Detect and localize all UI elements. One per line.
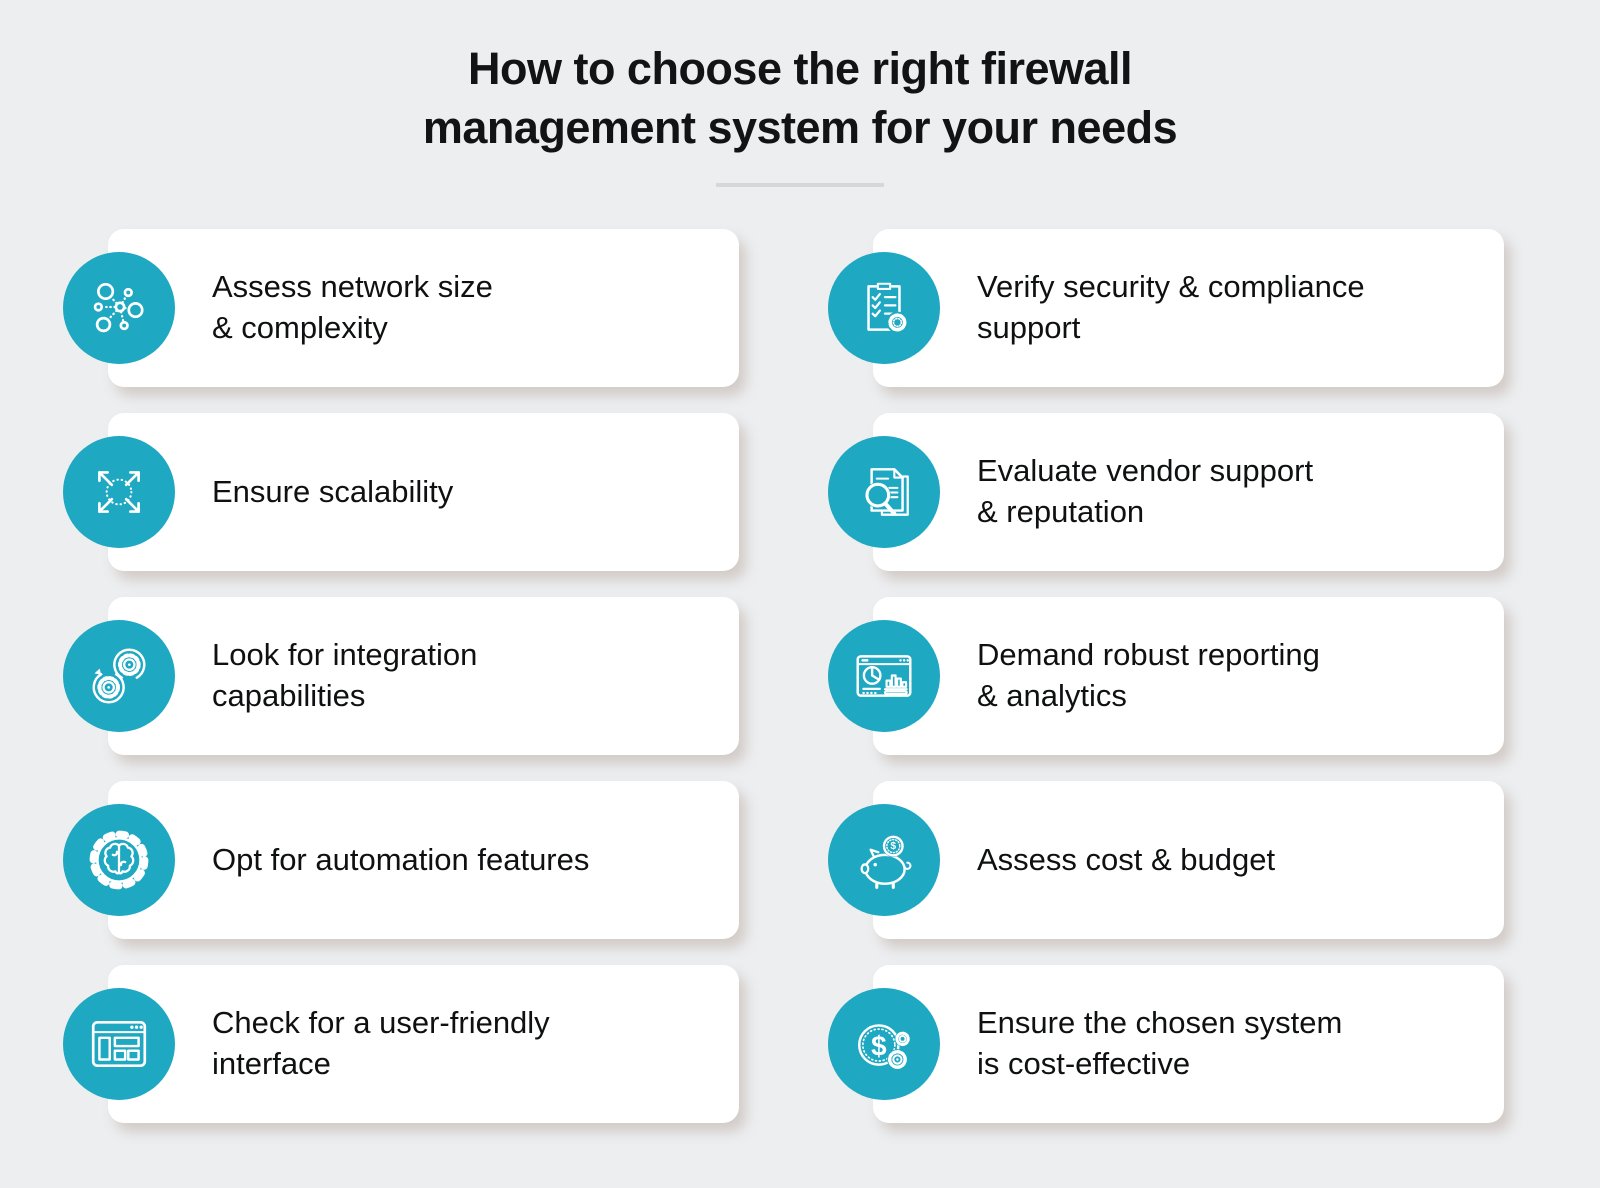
card-user-friendly-interface: Check for a user-friendly interface — [63, 965, 739, 1123]
svg-text:$: $ — [871, 1031, 887, 1062]
analytics-dashboard-icon — [828, 620, 940, 732]
piggy-bank-icon: $ — [828, 804, 940, 916]
browser-window-icon — [63, 988, 175, 1100]
expand-arrows-icon — [63, 436, 175, 548]
card-label: Ensure scalability — [212, 473, 454, 509]
card-label: Demand robust reporting & analytics — [977, 637, 1320, 713]
title-divider — [716, 183, 884, 187]
card-label: Check for a user-friendly interface — [212, 1005, 550, 1081]
card-label: Assess cost & budget — [977, 841, 1276, 877]
card-cost-effective-system: $ Ensure the chosen system is cost-effec… — [828, 965, 1504, 1123]
card-label: Assess network size & complexity — [212, 269, 493, 345]
card-reporting-analytics: Demand robust reporting & analytics — [828, 597, 1504, 755]
card-label: Opt for automation features — [212, 841, 590, 877]
integration-gears-icon — [63, 620, 175, 732]
card-label: Evaluate vendor support & reputation — [977, 453, 1314, 529]
cards-grid: Assess network size & complexity — [0, 229, 1600, 1123]
network-icon — [63, 252, 175, 364]
card-assess-cost-budget: $ Assess cost & budget — [828, 781, 1504, 939]
page-title: How to choose the right firewall managem… — [422, 43, 1178, 153]
gear-brain-icon — [63, 804, 175, 916]
card-evaluate-vendor-support: Evaluate vendor support & reputation — [828, 413, 1504, 571]
svg-text:$: $ — [890, 841, 896, 852]
clipboard-check-icon — [828, 252, 940, 364]
card-assess-network-size: Assess network size & complexity — [63, 229, 739, 387]
card-label: Look for integration capabilities — [212, 637, 478, 713]
card-label: Verify security & compliance support — [977, 269, 1365, 345]
card-automation-features: Opt for automation features — [63, 781, 739, 939]
card-ensure-scalability: Ensure scalability — [63, 413, 739, 571]
card-label: Ensure the chosen system is cost-effecti… — [977, 1005, 1343, 1081]
dollar-gears-icon: $ — [828, 988, 940, 1100]
card-integration-capabilities: Look for integration capabilities — [63, 597, 739, 755]
card-verify-security-compliance: Verify security & compliance support — [828, 229, 1504, 387]
document-search-icon — [828, 436, 940, 548]
